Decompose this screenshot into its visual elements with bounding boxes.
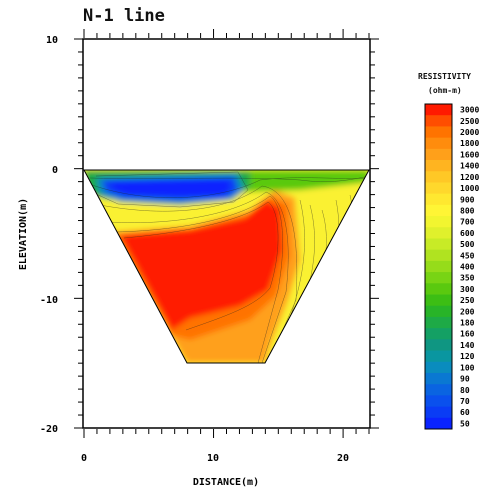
- colorbar-level-label: 2500: [460, 117, 479, 126]
- colorbar-level-label: 1800: [460, 139, 479, 148]
- x-axis-label: DISTANCE(m): [193, 477, 259, 488]
- colorbar-level-label: 160: [460, 330, 475, 339]
- colorbar-swatch: [425, 305, 452, 318]
- colorbar-level-label: 400: [460, 263, 475, 272]
- colorbar-level-label: 1000: [460, 184, 479, 193]
- section-outline: [83, 169, 370, 364]
- colorbar-swatch: [425, 193, 452, 206]
- colorbar-swatch: [425, 339, 452, 351]
- colorbar-level-label: 500: [460, 240, 475, 249]
- y-tick-label-minus10: -10: [40, 295, 58, 306]
- colorbar-level-label: 600: [460, 229, 475, 238]
- y-axis-label: ELEVATION(m): [18, 198, 29, 270]
- colorbar-frame: [424, 103, 453, 430]
- colorbar-swatch: [425, 249, 452, 262]
- colorbar: 3000 2500 2000 1800 1600 1400 1200 1000 900 800 70…: [425, 104, 479, 430]
- chart-title: N-1 line: [83, 6, 165, 26]
- colorbar-swatch: [425, 361, 452, 374]
- colorbar-swatch: [425, 104, 452, 116]
- colorbar-swatch: [425, 316, 452, 329]
- x-tick-label-0: 0: [81, 453, 87, 464]
- colorbar-level-label: 60: [460, 408, 470, 417]
- colorbar-level-label: 120: [460, 352, 475, 361]
- colorbar-level-label: 1600: [460, 150, 479, 159]
- colorbar-swatch: [425, 148, 452, 161]
- colorbar-level-label: 800: [460, 206, 475, 215]
- colorbar-swatch: [425, 171, 452, 183]
- colorbar-level-label: 450: [460, 251, 475, 260]
- colorbar-swatch: [425, 260, 452, 273]
- colorbar-swatch: [425, 238, 452, 251]
- colorbar-level-label: 70: [460, 397, 470, 406]
- colorbar-swatch: [425, 126, 452, 139]
- colorbar-level-label: 350: [460, 274, 475, 283]
- colorbar-unit: (ohm-m): [428, 86, 462, 95]
- colorbar-level-label: 1400: [460, 162, 479, 171]
- colorbar-swatch: [425, 384, 452, 396]
- y-tick-label-minus20: -20: [40, 424, 58, 435]
- colorbar-swatch: [425, 160, 452, 172]
- colorbar-swatch: [425, 216, 452, 228]
- colorbar-level-label: 50: [460, 419, 470, 428]
- colorbar-swatch: [425, 417, 452, 430]
- colorbar-swatch: [425, 137, 452, 150]
- colorbar-swatch: [425, 406, 452, 419]
- colorbar-swatch: [425, 283, 452, 295]
- y-tick-label-10: 10: [46, 35, 58, 46]
- colorbar-swatch: [425, 395, 452, 407]
- colorbar-level-label: 180: [460, 319, 475, 328]
- colorbar-swatch: [425, 272, 452, 284]
- resistivity-section: [84, 170, 369, 363]
- colorbar-swatch: [425, 294, 452, 307]
- colorbar-level-label: 90: [460, 375, 470, 384]
- colorbar-level-label: 200: [460, 307, 475, 316]
- colorbar-level-label: 700: [460, 218, 475, 227]
- axis-ticks: [74, 29, 379, 438]
- colorbar-swatch: [425, 227, 452, 239]
- colorbar-level-label: 140: [460, 341, 475, 350]
- x-tick-label-10: 10: [207, 453, 219, 464]
- colorbar-level-label: 3000: [460, 106, 479, 115]
- colorbar-level-label: 80: [460, 386, 470, 395]
- colorbar-swatch: [425, 372, 452, 385]
- y-tick-label-0: 0: [52, 165, 58, 176]
- colorbar-swatch: [425, 115, 452, 127]
- colorbar-swatch: [425, 204, 452, 217]
- colorbar-level-label: 2000: [460, 128, 479, 137]
- colorbar-swatch: [425, 182, 452, 195]
- colorbar-level-label: 900: [460, 195, 475, 204]
- colorbar-level-label: 100: [460, 363, 475, 372]
- colorbar-level-label: 300: [460, 285, 475, 294]
- colorbar-level-label: 1200: [460, 173, 479, 182]
- colorbar-swatch: [425, 350, 452, 363]
- colorbar-level-label: 250: [460, 296, 475, 305]
- x-tick-label-20: 20: [337, 453, 349, 464]
- colorbar-title: RESISTIVITY: [418, 72, 471, 81]
- colorbar-swatch: [425, 328, 452, 340]
